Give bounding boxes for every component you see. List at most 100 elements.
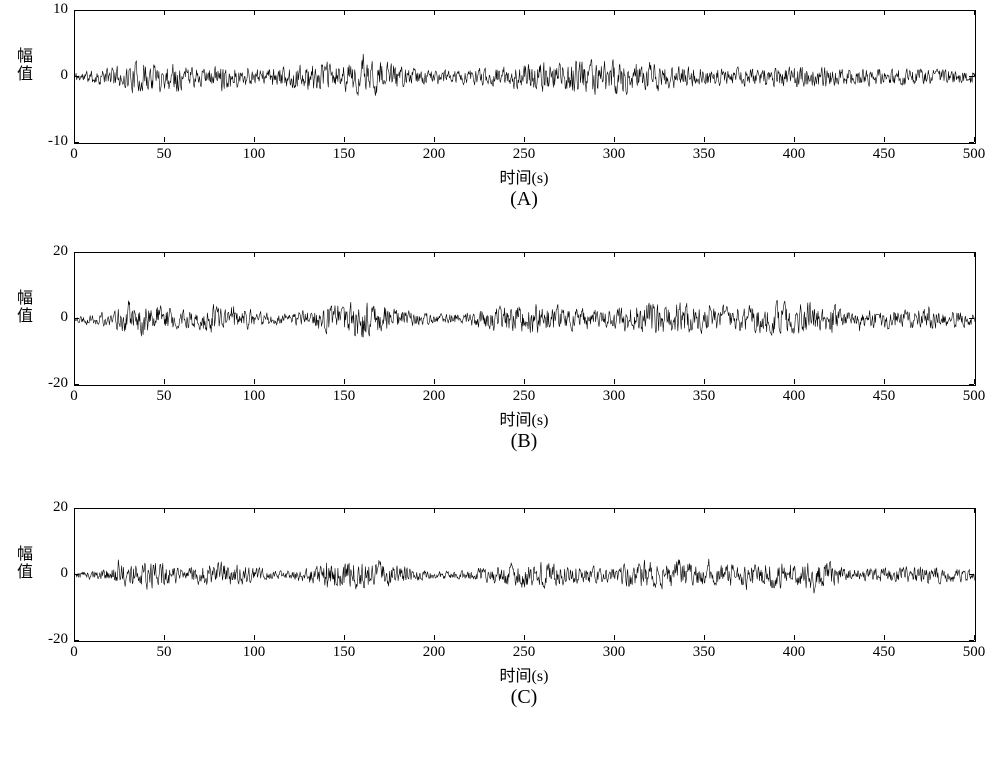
ytick-label: 10 (53, 1, 68, 18)
ytick-mark-right (969, 318, 974, 319)
ytick-mark-right (969, 640, 974, 641)
xtick-mark (164, 635, 165, 640)
plot-box-A (74, 10, 976, 144)
xtick-mark (614, 137, 615, 142)
xtick-mark-top (254, 252, 255, 257)
figure-root: 幅值-10010050100150200250300350400450500时间… (0, 0, 1000, 760)
xtick-mark-top (164, 10, 165, 15)
xtick-mark (254, 137, 255, 142)
xtick-mark (74, 137, 75, 142)
xlabel-B: 时间(s) (74, 406, 974, 430)
xtick-mark (974, 635, 975, 640)
xtick-mark-top (344, 508, 345, 513)
xtick-label: 150 (330, 388, 358, 405)
xtick-label: 200 (420, 644, 448, 661)
xtick-mark (794, 137, 795, 142)
ylabel-line2: 值 (10, 564, 40, 582)
xtick-mark-top (794, 252, 795, 257)
xtick-label: 300 (600, 388, 628, 405)
xtick-label: 200 (420, 388, 448, 405)
xtick-mark (434, 137, 435, 142)
xtick-mark (254, 379, 255, 384)
ylabel-A: 幅值 (10, 48, 40, 83)
xtick-mark-top (614, 508, 615, 513)
xtick-mark-top (794, 10, 795, 15)
xtick-mark-top (434, 10, 435, 15)
xtick-mark-top (524, 508, 525, 513)
xtick-mark (884, 635, 885, 640)
xtick-mark-top (164, 508, 165, 513)
xtick-mark-top (884, 508, 885, 513)
xtick-label: 50 (150, 146, 178, 163)
xtick-label: 100 (240, 388, 268, 405)
ylabel-B: 幅值 (10, 290, 40, 325)
caption-B: (B) (74, 430, 974, 453)
xtick-label: 0 (60, 644, 88, 661)
xtick-mark-top (74, 10, 75, 15)
plot-box-B (74, 252, 976, 386)
xtick-label: 500 (960, 644, 988, 661)
xtick-mark (974, 137, 975, 142)
signal-C (75, 509, 975, 641)
xtick-mark (614, 379, 615, 384)
xtick-mark-top (704, 508, 705, 513)
ytick-label: 0 (61, 565, 69, 582)
ytick-mark-right (969, 76, 974, 77)
xtick-mark-top (74, 252, 75, 257)
xtick-label: 400 (780, 644, 808, 661)
xtick-mark-top (974, 252, 975, 257)
xtick-mark (254, 635, 255, 640)
waveform-path (75, 301, 975, 338)
xlabel-A: 时间(s) (74, 164, 974, 188)
ytick-mark (74, 142, 79, 143)
xtick-mark-top (974, 508, 975, 513)
xtick-label: 100 (240, 146, 268, 163)
xtick-mark (704, 635, 705, 640)
xtick-mark (614, 635, 615, 640)
xtick-mark-top (344, 10, 345, 15)
ytick-label: 0 (61, 67, 69, 84)
xtick-mark (974, 379, 975, 384)
xtick-mark-top (434, 508, 435, 513)
xtick-label: 50 (150, 388, 178, 405)
ytick-mark (74, 574, 79, 575)
ytick-label: 20 (53, 499, 68, 516)
xtick-mark (704, 379, 705, 384)
xtick-label: 300 (600, 644, 628, 661)
ylabel-line1: 幅 (10, 290, 40, 308)
xtick-mark-top (794, 508, 795, 513)
xtick-label: 200 (420, 146, 448, 163)
plot-box-C (74, 508, 976, 642)
xtick-mark-top (614, 252, 615, 257)
xtick-mark (884, 137, 885, 142)
xtick-mark (524, 379, 525, 384)
ylabel-line2: 值 (10, 66, 40, 84)
waveform-path (75, 559, 975, 594)
xtick-label: 150 (330, 146, 358, 163)
xtick-label: 300 (600, 146, 628, 163)
xtick-mark-top (344, 252, 345, 257)
xtick-label: 400 (780, 388, 808, 405)
xtick-label: 150 (330, 644, 358, 661)
panel-C: 幅值-20020050100150200250300350400450500时间… (0, 506, 1000, 758)
waveform-path (75, 54, 975, 96)
xtick-mark-top (254, 10, 255, 15)
xtick-mark (74, 379, 75, 384)
ytick-mark-right (969, 142, 974, 143)
ytick-mark (74, 384, 79, 385)
xtick-label: 350 (690, 146, 718, 163)
xtick-mark-top (974, 10, 975, 15)
xtick-label: 350 (690, 388, 718, 405)
xtick-mark-top (434, 252, 435, 257)
xtick-mark (794, 379, 795, 384)
xtick-mark-top (614, 10, 615, 15)
ytick-mark (74, 318, 79, 319)
signal-A (75, 11, 975, 143)
xtick-mark (74, 635, 75, 640)
xtick-mark (524, 137, 525, 142)
xtick-label: 250 (510, 146, 538, 163)
xtick-label: 250 (510, 644, 538, 661)
xtick-label: 0 (60, 388, 88, 405)
caption-A: (A) (74, 188, 974, 211)
xtick-mark (434, 635, 435, 640)
